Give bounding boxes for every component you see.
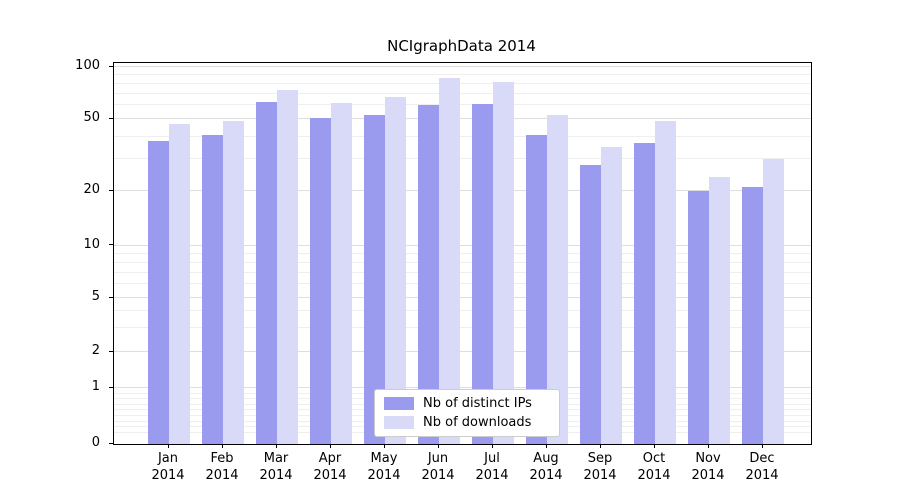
x-tick-month: Aug [533, 451, 559, 466]
bar-distinct-ips [310, 117, 331, 444]
x-tick-label: Aug 2014 [519, 450, 573, 484]
minor-gridline [114, 92, 811, 94]
major-gridline [114, 118, 811, 119]
minor-gridline [114, 261, 811, 263]
bar-downloads [223, 120, 244, 444]
y-tick-label: 20 [83, 182, 100, 197]
legend-label-distinct-ips: Nb of distinct IPs [423, 396, 532, 411]
x-tick-label: May 2014 [357, 450, 411, 484]
minor-gridline [114, 158, 811, 160]
major-gridline [114, 351, 811, 353]
minor-gridline [114, 327, 811, 329]
x-tick-year: 2014 [421, 468, 455, 483]
bar-distinct-ips [742, 187, 763, 444]
plot-area: Nb of distinct IPs Nb of downloads [113, 62, 812, 445]
legend-swatch-downloads [384, 416, 414, 429]
x-axis: Jan 2014 Feb 2014 Mar 2014 Apr 2014 May 2014 Jun 20… [113, 444, 810, 500]
y-tick-label: 100 [75, 58, 100, 74]
x-tick-month: May [370, 451, 398, 466]
x-tick-month: Sep [587, 451, 613, 466]
x-tick-label: Nov 2014 [681, 450, 735, 484]
major-gridline [114, 190, 811, 191]
x-tick-month: Jan [157, 451, 179, 466]
legend-item-distinct-ips: Nb of distinct IPs [384, 396, 550, 411]
bar-downloads [601, 147, 622, 444]
x-tick-label: Apr 2014 [303, 450, 357, 484]
bar-downloads [547, 114, 568, 444]
bar-distinct-ips [634, 142, 655, 444]
bar-downloads [277, 89, 298, 444]
x-tick-year: 2014 [259, 468, 293, 483]
bar-distinct-ips [256, 101, 277, 444]
y-axis: 0 1 2 5 10 20 50 100 [0, 0, 113, 500]
legend: Nb of distinct IPs Nb of downloads [374, 389, 560, 437]
bar-downloads [709, 176, 730, 444]
x-tick-year: 2014 [367, 468, 401, 483]
x-tick-label: Dec 2014 [735, 450, 789, 484]
bar-downloads [385, 97, 406, 444]
y-tick-label: 2 [91, 343, 100, 359]
y-tick-label: 10 [83, 236, 100, 252]
x-tick-label: Jun 2014 [411, 450, 465, 484]
x-tick-label: Oct 2014 [627, 450, 681, 484]
x-tick-year: 2014 [691, 468, 725, 483]
legend-swatch-distinct-ips [384, 397, 414, 410]
minor-gridline [114, 104, 811, 106]
minor-gridline [114, 135, 811, 137]
bar-downloads [331, 102, 352, 444]
chart-title: NCIgraphData 2014 [387, 37, 536, 55]
bar-distinct-ips [688, 191, 709, 444]
y-tick-label: 5 [91, 289, 100, 305]
x-tick-month: Mar [263, 451, 289, 466]
x-tick-year: 2014 [745, 468, 779, 483]
bar-downloads [439, 77, 460, 444]
x-tick-month: Feb [210, 451, 234, 466]
bar-distinct-ips [472, 104, 493, 444]
y-tick-label: 1 [91, 379, 100, 394]
minor-gridline [114, 252, 811, 254]
x-tick-year: 2014 [205, 468, 239, 483]
x-tick-year: 2014 [529, 468, 563, 483]
bar-downloads [763, 159, 784, 444]
bar-distinct-ips [202, 134, 223, 444]
bar-downloads [655, 120, 676, 444]
legend-label-downloads: Nb of downloads [423, 415, 532, 430]
legend-item-downloads: Nb of downloads [384, 415, 550, 430]
bar-downloads [169, 123, 190, 444]
x-tick-month: Jun [427, 451, 449, 466]
x-tick-label: Feb 2014 [195, 450, 249, 484]
x-tick-year: 2014 [583, 468, 617, 483]
major-gridline [114, 244, 811, 246]
x-tick-year: 2014 [637, 468, 671, 483]
bar-downloads [493, 82, 514, 444]
x-tick-label: Jul 2014 [465, 450, 519, 484]
x-tick-year: 2014 [475, 468, 509, 483]
x-tick-label: Jan 2014 [141, 450, 195, 484]
minor-gridline [114, 310, 811, 312]
x-tick-label: Mar 2014 [249, 450, 303, 484]
x-tick-year: 2014 [313, 468, 347, 483]
x-tick-month: Jul [484, 451, 500, 466]
major-gridline [114, 297, 811, 299]
major-gridline [114, 66, 811, 68]
bar-distinct-ips [364, 114, 385, 444]
minor-gridline [114, 271, 811, 273]
minor-gridline [114, 283, 811, 285]
minor-gridline [114, 74, 811, 76]
y-tick-label: 0 [91, 435, 100, 450]
bar-distinct-ips [418, 105, 439, 444]
x-tick-month: Dec [749, 451, 775, 466]
x-tick-year: 2014 [151, 468, 185, 483]
bar-distinct-ips [580, 164, 601, 444]
x-tick-month: Oct [642, 451, 666, 466]
minor-gridline [114, 82, 811, 84]
x-tick-month: Apr [318, 451, 342, 466]
x-tick-month: Nov [695, 451, 721, 466]
major-gridline [114, 387, 811, 388]
bar-distinct-ips [148, 140, 169, 444]
y-tick-label: 50 [83, 110, 100, 125]
bar-distinct-ips [526, 134, 547, 444]
x-tick-label: Sep 2014 [573, 450, 627, 484]
